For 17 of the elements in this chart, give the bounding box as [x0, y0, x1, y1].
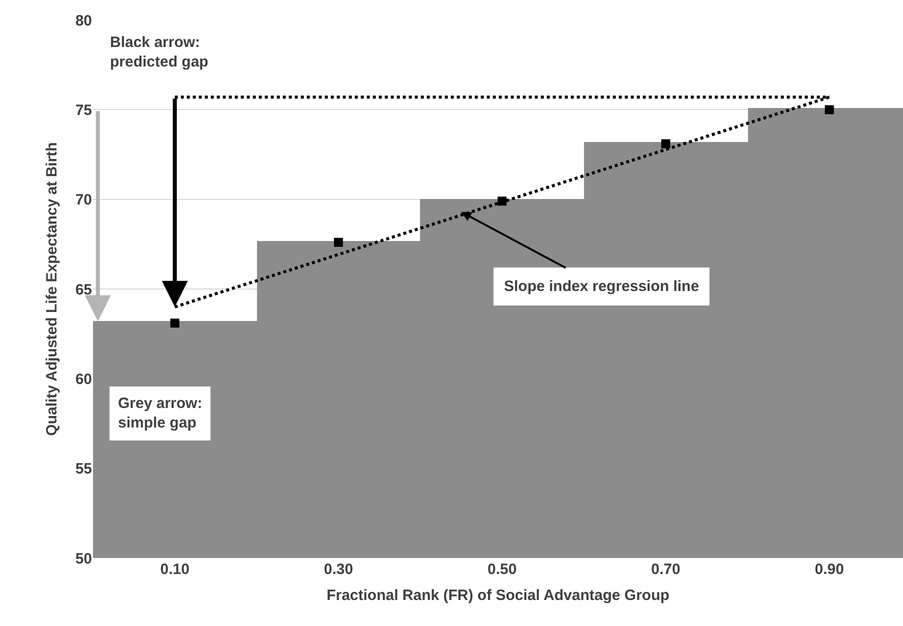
y-tick-label: 60	[75, 370, 92, 388]
y-tick-label: 55	[75, 460, 92, 478]
y-tick-label: 75	[75, 102, 92, 119]
x-tick-label: 0.90	[814, 561, 844, 578]
y-tick-label: 70	[75, 192, 92, 209]
x-tick-label: 0.30	[324, 561, 354, 578]
x-tick-label: 0.50	[487, 561, 517, 578]
x-tick-label: 0.10	[160, 561, 190, 578]
x-axis-title: Fractional Rank (FR) of Social Advantage Group	[326, 587, 670, 604]
y-tick-label: 65	[75, 281, 92, 298]
y-tick-label: 80	[75, 12, 92, 30]
y-axis-title: Quality Adjusted Life Expectancy at Birth	[44, 142, 61, 436]
x-tick-label: 0.70	[651, 561, 680, 578]
annotation: Grey arrow: simple gap	[118, 395, 202, 432]
y-tick-label: 50	[75, 550, 92, 568]
annotation: Black arrow: predicted gap	[110, 34, 208, 70]
annotation: Slope index regression line	[504, 278, 700, 295]
